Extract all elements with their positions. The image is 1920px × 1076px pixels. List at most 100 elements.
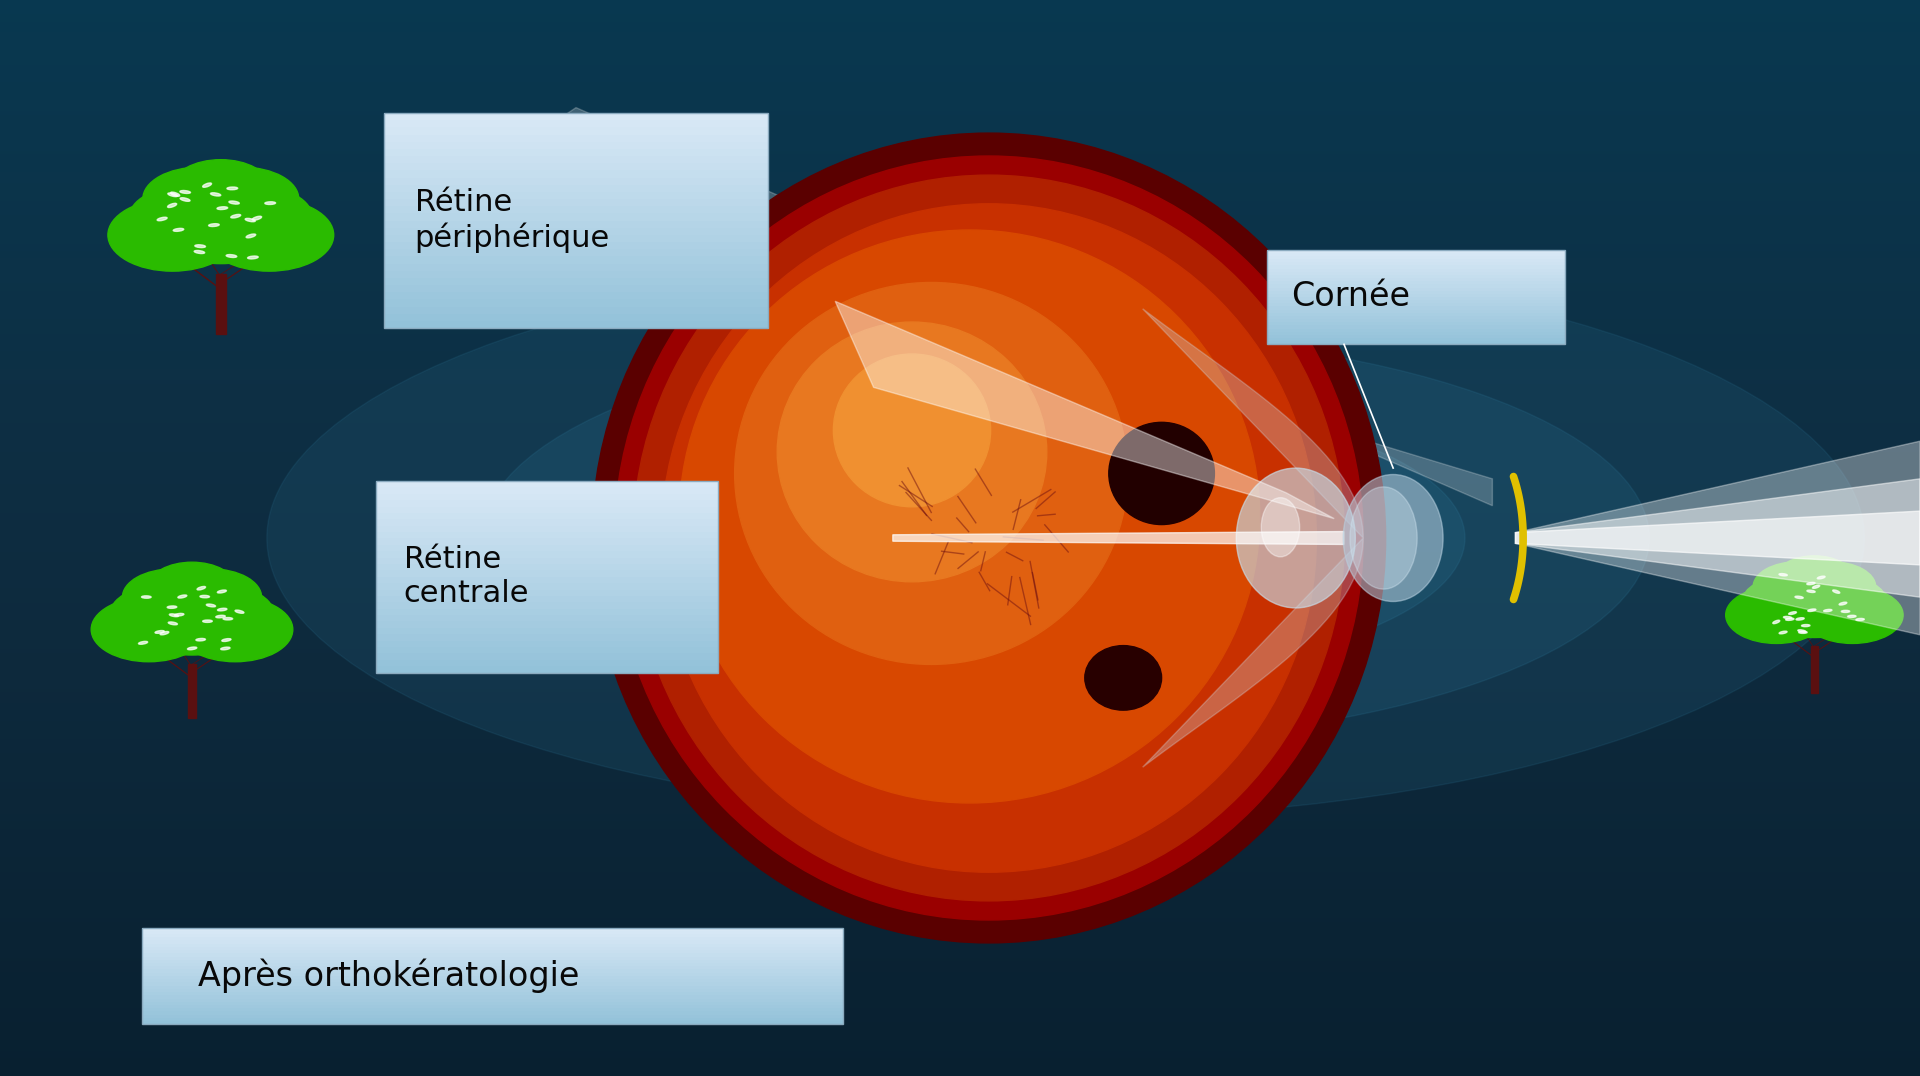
Bar — [0, 696, 1920, 699]
Bar — [0, 746, 1920, 750]
Bar — [376, 647, 718, 653]
Bar — [0, 535, 1920, 538]
Ellipse shape — [156, 631, 165, 634]
Circle shape — [108, 199, 236, 271]
Bar — [0, 395, 1920, 398]
Bar — [0, 804, 1920, 807]
Bar — [0, 326, 1920, 330]
Bar — [0, 882, 1920, 886]
Bar — [0, 785, 1920, 789]
Bar — [0, 118, 1920, 122]
Bar — [0, 8, 1920, 11]
Bar — [0, 530, 1920, 535]
Bar — [0, 567, 1920, 570]
Bar — [0, 896, 1920, 901]
Bar — [376, 615, 718, 622]
Bar — [0, 509, 1920, 513]
Ellipse shape — [680, 230, 1260, 803]
Bar — [0, 369, 1920, 373]
Bar — [0, 477, 1920, 481]
Bar — [1267, 250, 1565, 253]
Ellipse shape — [778, 322, 1046, 582]
Ellipse shape — [227, 255, 236, 257]
Bar — [376, 596, 718, 603]
Bar — [142, 960, 843, 963]
Bar — [0, 524, 1920, 527]
Bar — [384, 278, 768, 285]
Ellipse shape — [196, 638, 205, 641]
Bar — [384, 170, 768, 178]
Ellipse shape — [666, 398, 1465, 678]
Ellipse shape — [1795, 596, 1803, 598]
Bar — [0, 606, 1920, 610]
Ellipse shape — [1789, 611, 1797, 614]
Bar — [1267, 294, 1565, 297]
Bar — [0, 627, 1920, 632]
Ellipse shape — [223, 639, 230, 641]
Ellipse shape — [204, 620, 213, 622]
Bar — [0, 212, 1920, 215]
Bar — [0, 298, 1920, 301]
Bar — [142, 940, 843, 944]
Bar — [0, 560, 1920, 563]
Bar — [0, 890, 1920, 893]
Bar — [384, 293, 768, 299]
Bar — [0, 72, 1920, 75]
Bar — [0, 858, 1920, 861]
Bar — [0, 764, 1920, 767]
Bar — [142, 976, 843, 979]
Bar — [142, 931, 843, 934]
Bar — [384, 264, 768, 271]
Bar — [0, 277, 1920, 280]
Bar — [384, 256, 768, 264]
Bar — [0, 261, 1920, 266]
Bar — [0, 434, 1920, 438]
Bar — [1267, 259, 1565, 263]
Bar — [142, 957, 843, 960]
Bar — [384, 271, 768, 278]
Bar — [0, 933, 1920, 936]
Bar — [0, 104, 1920, 108]
Bar — [1267, 328, 1565, 331]
Bar — [0, 1040, 1920, 1044]
Bar — [0, 667, 1920, 670]
Bar — [376, 532, 718, 538]
Bar — [1267, 272, 1565, 274]
Bar — [0, 344, 1920, 348]
Bar — [0, 315, 1920, 320]
Polygon shape — [835, 301, 1334, 519]
Text: Après orthokératologie: Après orthokératologie — [198, 959, 580, 993]
Circle shape — [1753, 562, 1841, 611]
Ellipse shape — [265, 202, 276, 204]
Bar — [142, 969, 843, 973]
Bar — [0, 735, 1920, 739]
Bar — [0, 678, 1920, 681]
Bar — [0, 968, 1920, 972]
Bar — [0, 692, 1920, 696]
Bar — [0, 939, 1920, 944]
Bar — [0, 1001, 1920, 1004]
Bar — [0, 513, 1920, 516]
Bar — [0, 455, 1920, 459]
Bar — [0, 43, 1920, 46]
Bar — [384, 207, 768, 213]
Bar — [142, 1015, 843, 1018]
Ellipse shape — [1807, 590, 1814, 593]
Bar — [376, 551, 718, 557]
Ellipse shape — [246, 233, 255, 238]
Bar — [0, 656, 1920, 660]
Bar — [1267, 287, 1565, 291]
Bar — [0, 613, 1920, 617]
Ellipse shape — [217, 608, 227, 611]
Bar — [384, 127, 768, 134]
Bar — [0, 449, 1920, 452]
Bar — [0, 872, 1920, 875]
Bar — [0, 944, 1920, 947]
Bar — [0, 861, 1920, 864]
Bar — [1267, 300, 1565, 303]
Ellipse shape — [614, 156, 1363, 920]
Bar — [0, 233, 1920, 237]
Bar — [0, 348, 1920, 352]
Bar — [0, 484, 1920, 487]
Ellipse shape — [1799, 632, 1807, 634]
